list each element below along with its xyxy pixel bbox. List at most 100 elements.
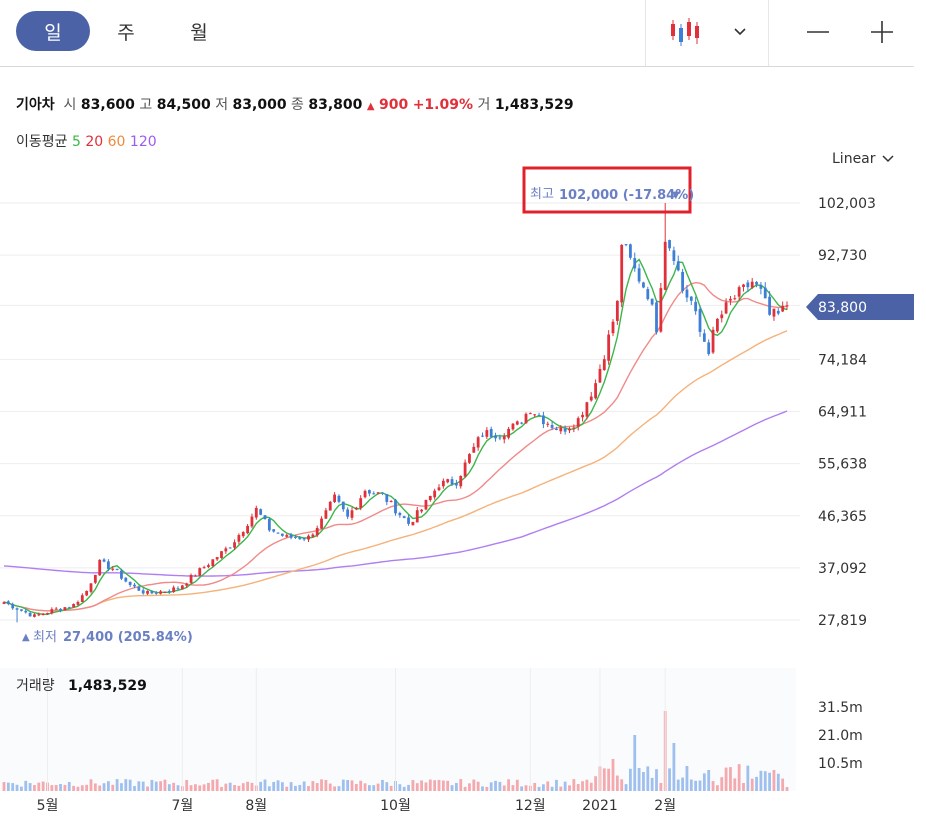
- candle: [433, 488, 437, 500]
- candle-body: [85, 590, 89, 596]
- candle: [368, 489, 371, 497]
- candle-body: [481, 435, 484, 437]
- volume-bar: [198, 785, 202, 791]
- candle-body: [185, 583, 189, 586]
- volume-bars: [2, 711, 789, 791]
- volume-bar: [167, 784, 171, 791]
- candle-body: [172, 587, 176, 592]
- candle-body: [702, 333, 706, 342]
- volume-bar: [328, 783, 332, 791]
- candle: [28, 611, 32, 617]
- candle-body: [428, 495, 432, 501]
- candle: [533, 413, 537, 417]
- candle-body: [11, 604, 15, 609]
- volume-bar: [93, 783, 97, 791]
- scale-mode-dropdown[interactable]: Linear: [832, 151, 894, 167]
- volume-bar: [589, 782, 593, 791]
- candle-body: [537, 414, 541, 416]
- candle-body: [542, 415, 545, 425]
- ma60-legend: 60: [107, 134, 126, 150]
- candle-body: [755, 282, 758, 285]
- volume-bar: [733, 778, 737, 791]
- candle: [702, 329, 706, 342]
- volume-label: 거래량 1,483,529: [16, 678, 147, 694]
- candle: [85, 590, 89, 597]
- chart-gridlines: [0, 202, 800, 621]
- candle: [542, 411, 545, 429]
- candle-body: [328, 501, 332, 511]
- candle-body: [128, 581, 132, 585]
- volume-bar: [746, 765, 750, 791]
- time-axis: 5월 7월 8월 10월 12월 2021 2월: [37, 668, 676, 814]
- candlestick-icon[interactable]: [666, 14, 706, 50]
- tab-day[interactable]: 일: [16, 11, 90, 51]
- volume-bar: [250, 782, 254, 791]
- candle-body: [363, 490, 367, 498]
- candle-body: [450, 479, 454, 485]
- volume-bar: [702, 773, 706, 791]
- volume-bar: [698, 780, 702, 791]
- volume-bar: [607, 768, 611, 791]
- candle-body: [585, 402, 589, 417]
- candle: [372, 491, 376, 495]
- candle-body: [180, 585, 184, 590]
- candle-body: [346, 509, 350, 517]
- candle: [180, 584, 184, 590]
- price-tick-label: 27,819: [818, 613, 867, 629]
- candle: [672, 246, 676, 265]
- minus-icon[interactable]: [798, 14, 838, 50]
- volume-bar: [716, 785, 719, 791]
- volume-bar: [150, 779, 154, 791]
- candle-body: [67, 607, 71, 609]
- candle: [72, 603, 75, 608]
- volume-bar: [72, 785, 75, 791]
- candle-body: [80, 595, 84, 602]
- candle-body: [433, 490, 437, 498]
- volume-bar: [520, 786, 524, 791]
- volume-bar: [24, 780, 28, 791]
- volume-bar: [724, 767, 728, 791]
- candle: [602, 355, 606, 371]
- candle: [607, 330, 611, 365]
- candle-body: [716, 318, 719, 332]
- candle-body: [455, 483, 458, 486]
- candle: [494, 432, 497, 442]
- volume-bar: [224, 783, 228, 791]
- candle: [194, 574, 197, 577]
- chevron-down-icon[interactable]: [722, 14, 758, 50]
- volume-bar: [63, 784, 67, 791]
- candle: [676, 255, 680, 272]
- candle: [289, 532, 293, 540]
- candle: [520, 421, 524, 425]
- stock-summary: 기아차 시 83,600 고 84,500 저 83,000 종 83,800 …: [16, 94, 574, 114]
- plus-icon[interactable]: [862, 14, 902, 50]
- volume-bar: [776, 773, 780, 791]
- candle: [572, 424, 576, 433]
- candle-body: [163, 591, 167, 593]
- candle-body: [607, 334, 611, 361]
- candle-body: [398, 512, 402, 516]
- candle: [455, 479, 458, 489]
- up-triangle-icon: ▲: [366, 101, 375, 112]
- candle: [472, 443, 476, 453]
- scale-mode-label: Linear: [832, 151, 876, 167]
- volume-bar: [446, 780, 450, 791]
- tab-week[interactable]: 주: [117, 21, 135, 44]
- volume-bar: [59, 784, 62, 791]
- volume-bar: [28, 783, 32, 791]
- candle-body: [459, 475, 463, 487]
- volume-bar: [768, 772, 771, 791]
- volume-bar: [124, 779, 128, 791]
- candle-body: [102, 559, 106, 562]
- candle-body: [2, 602, 6, 604]
- volume-bar: [381, 779, 384, 791]
- candle-body: [528, 413, 532, 415]
- time-tick-label: 8월: [245, 798, 267, 814]
- candle-body: [215, 557, 219, 560]
- candle: [307, 534, 310, 542]
- candle: [459, 475, 463, 489]
- candle-body: [63, 607, 67, 611]
- tab-month[interactable]: 월: [190, 21, 208, 44]
- candle: [228, 547, 232, 549]
